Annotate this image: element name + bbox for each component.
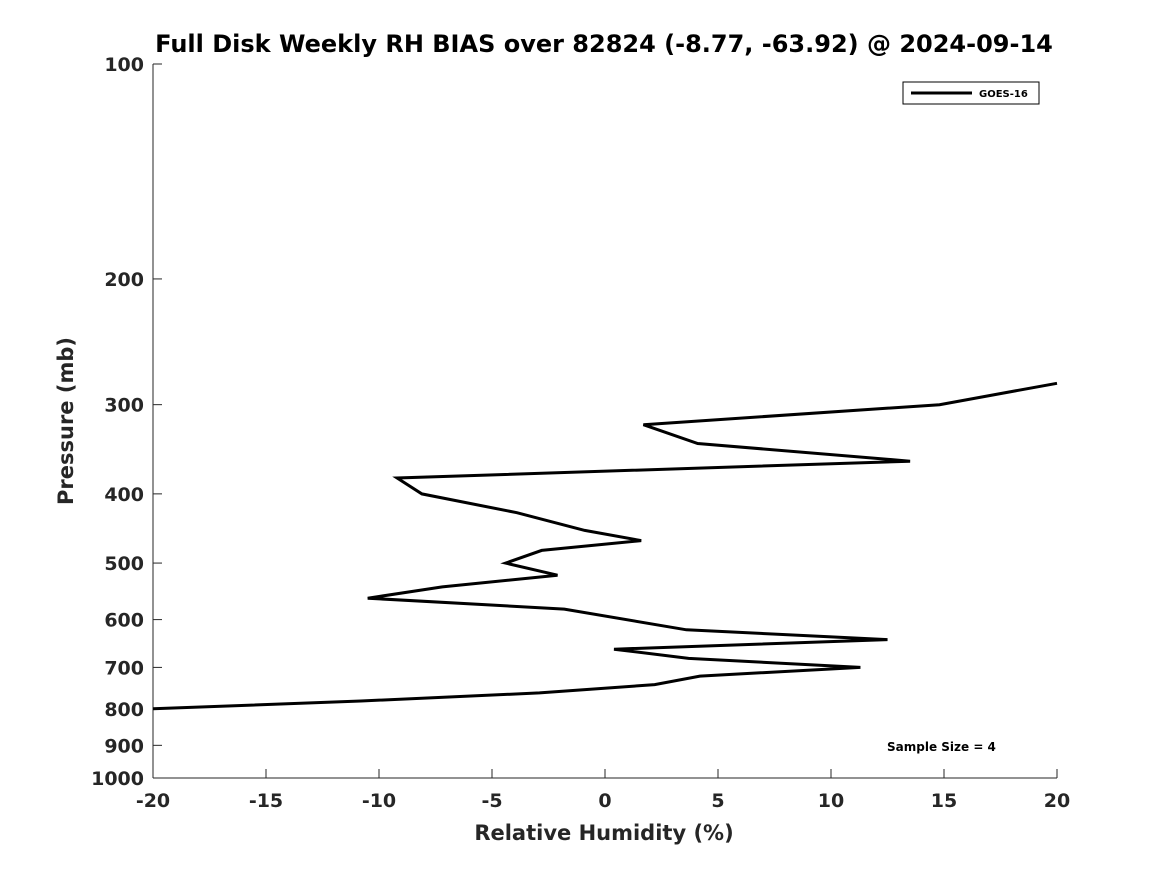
y-tick-label: 800 (104, 699, 144, 721)
x-tick-label: 10 (818, 790, 844, 812)
y-tick-label: 700 (104, 657, 144, 679)
y-tick-label: 400 (104, 484, 144, 506)
x-tick-label: -15 (249, 790, 283, 812)
y-tick-label: 600 (104, 610, 144, 632)
x-axis-label: Relative Humidity (%) (474, 821, 733, 845)
x-tick-label: 5 (711, 790, 724, 812)
x-tick-label: 0 (598, 790, 611, 812)
legend-label-goes-16: GOES-16 (979, 89, 1028, 100)
x-tick-label: -20 (136, 790, 170, 812)
plot-area: -20 -15 -10 -5 0 5 10 15 20 100 200 300 400 500 600 70… (91, 54, 1070, 812)
sample-size-annotation: Sample Size = 4 (887, 740, 996, 754)
y-tick-label: 1000 (91, 768, 144, 790)
legend: GOES-16 (902, 81, 1040, 105)
series-layer (152, 381, 1058, 711)
chart-title: Full Disk Weekly RH BIAS over 82824 (-8.… (155, 30, 1053, 58)
y-tick-label: 900 (104, 735, 144, 757)
y-axis-label: Pressure (mb) (54, 337, 78, 505)
y-tick-label: 500 (104, 553, 144, 575)
x-ticks: -20 -15 -10 -5 0 5 10 15 20 (136, 769, 1070, 812)
y-tick-label: 300 (104, 395, 144, 417)
x-tick-label: 20 (1044, 790, 1070, 812)
x-tick-label: -5 (481, 790, 502, 812)
y-tick-label: 100 (104, 54, 144, 76)
series-line-goes-16 (152, 381, 1058, 711)
y-ticks: 100 200 300 400 500 600 700 800 900 1000 (91, 54, 162, 790)
x-tick-label: -10 (362, 790, 396, 812)
y-tick-label: 200 (104, 269, 144, 291)
x-tick-label: 15 (931, 790, 957, 812)
